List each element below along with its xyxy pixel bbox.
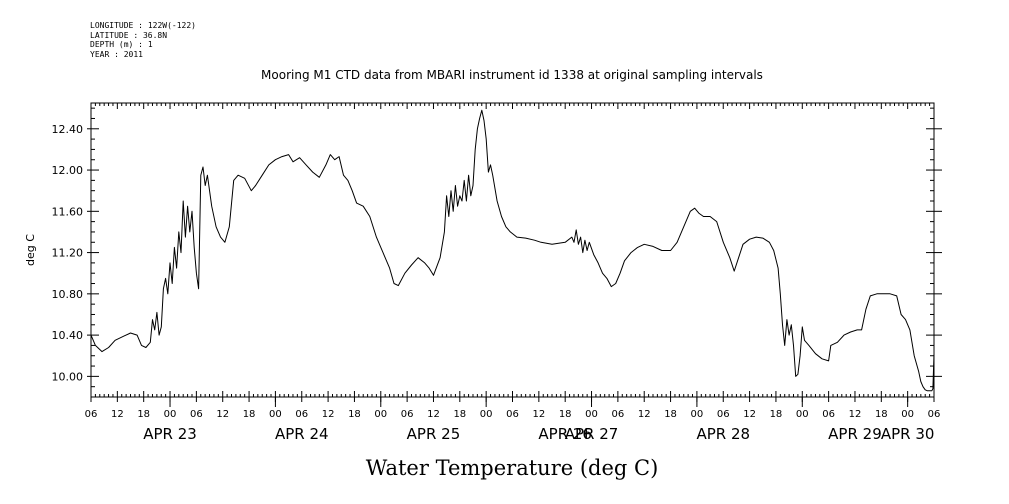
plot-frame bbox=[90, 102, 935, 398]
x-hour-label: 06 bbox=[401, 409, 414, 420]
x-hour-label: 06 bbox=[822, 409, 835, 420]
x-hour-labels: 06 12 18 00 06 12 18 00 06 12 18 00 06 12 18 00 06 12 18 00… bbox=[85, 409, 941, 420]
x-hour-label: 18 bbox=[770, 409, 783, 420]
x-hour-label: 18 bbox=[243, 409, 256, 420]
x-hour-label: 00 bbox=[164, 409, 177, 420]
x-hour-label: 06 bbox=[295, 409, 308, 420]
x-hour-label: 00 bbox=[480, 409, 493, 420]
y-tick-label: 12.00 bbox=[52, 164, 84, 177]
x-hour-label: 18 bbox=[559, 409, 572, 420]
metadata-block: LONGITUDE : 122W(-122) LATITUDE : 36.8N … bbox=[90, 21, 196, 59]
x-hour-label: 18 bbox=[137, 409, 150, 420]
x-hour-label: 18 bbox=[348, 409, 361, 420]
x-hour-label: 12 bbox=[111, 409, 124, 420]
series-group bbox=[90, 109, 935, 392]
y-tick-label: 10.40 bbox=[52, 329, 84, 342]
x-hour-label: 06 bbox=[85, 409, 98, 420]
metadata-latitude: LATITUDE : 36.8N bbox=[90, 30, 168, 40]
x-hour-label: 12 bbox=[532, 409, 545, 420]
metadata-year: YEAR : 2011 bbox=[90, 49, 143, 59]
x-date-label: APR 30 bbox=[881, 425, 935, 443]
x-hour-label: 12 bbox=[216, 409, 229, 420]
y-tick-label: 11.20 bbox=[52, 247, 84, 260]
metadata-depth: DEPTH (m) : 1 bbox=[90, 40, 153, 49]
x-date-label: APR 29 bbox=[828, 425, 882, 443]
x-hour-label: 12 bbox=[849, 409, 862, 420]
x-axis-label: Water Temperature (deg C) bbox=[366, 456, 659, 480]
x-hour-label: 00 bbox=[585, 409, 598, 420]
x-date-label: APR 23 bbox=[143, 425, 197, 443]
metadata-longitude: LONGITUDE : 122W(-122) bbox=[90, 21, 196, 30]
x-hour-label: 06 bbox=[717, 409, 730, 420]
x-date-label: APR 27 bbox=[565, 425, 619, 443]
x-hour-label: 18 bbox=[875, 409, 888, 420]
x-date-label: APR 28 bbox=[696, 425, 750, 443]
x-hour-label: 00 bbox=[796, 409, 809, 420]
tick-marks bbox=[87, 103, 942, 407]
chart-title: Mooring M1 CTD data from MBARI instrumen… bbox=[261, 68, 763, 82]
x-hour-label: 06 bbox=[190, 409, 203, 420]
series-line-water-temperature bbox=[90, 109, 935, 392]
y-tick-label: 10.80 bbox=[52, 288, 84, 301]
x-hour-label: 18 bbox=[453, 409, 466, 420]
x-hour-label: 00 bbox=[269, 409, 282, 420]
x-hour-label: 12 bbox=[427, 409, 440, 420]
x-hour-label: 00 bbox=[901, 409, 914, 420]
y-axis-label: deg C bbox=[24, 234, 37, 266]
y-tick-label: 11.60 bbox=[52, 205, 84, 218]
x-hour-label: 06 bbox=[506, 409, 519, 420]
x-hour-label: 12 bbox=[638, 409, 651, 420]
x-hour-label: 18 bbox=[664, 409, 677, 420]
x-hour-label: 12 bbox=[743, 409, 756, 420]
x-hour-label: 06 bbox=[612, 409, 625, 420]
x-date-label: APR 26 bbox=[538, 425, 592, 443]
x-hour-label: 00 bbox=[691, 409, 704, 420]
y-tick-label: 10.00 bbox=[52, 370, 84, 383]
x-hour-label: 06 bbox=[928, 409, 941, 420]
y-tick-label: 12.40 bbox=[52, 123, 84, 136]
x-date-label: APR 24 bbox=[275, 425, 329, 443]
x-date-label: APR 25 bbox=[407, 425, 461, 443]
x-hour-label: 12 bbox=[322, 409, 335, 420]
x-hour-label: 00 bbox=[374, 409, 387, 420]
y-tick-labels: 10.00 10.40 10.80 11.20 11.60 12.00 12.40 bbox=[52, 123, 84, 384]
